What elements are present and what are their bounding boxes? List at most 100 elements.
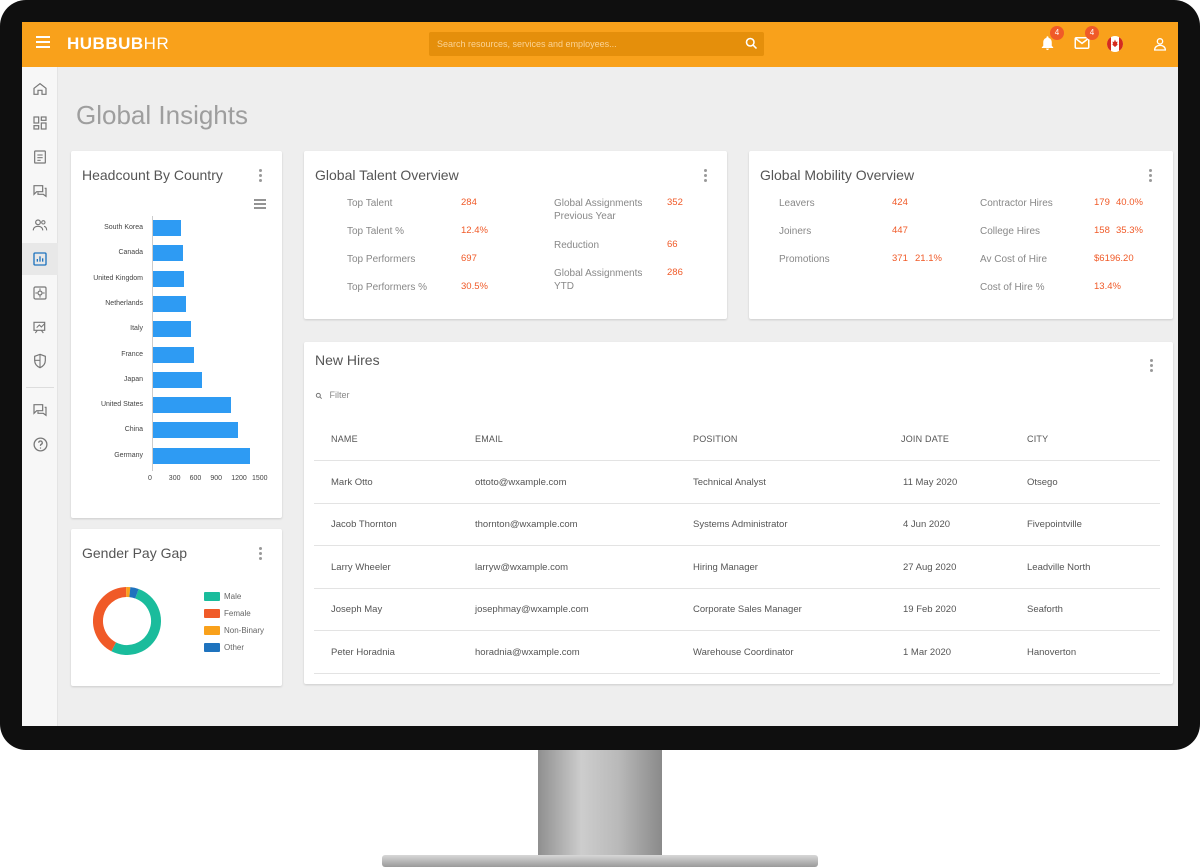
cell-position: Systems Administrator — [693, 519, 788, 530]
donut-slice-male[interactable] — [111, 589, 161, 655]
mobility-label: Promotions — [779, 254, 830, 265]
x-tick-label: 1500 — [252, 475, 268, 482]
chart-menu-icon[interactable] — [254, 199, 266, 209]
row-divider — [314, 673, 1160, 674]
bar-axis-line — [152, 216, 153, 471]
bar-united-kingdom[interactable] — [152, 270, 184, 287]
mobility-value: 13.4% — [1094, 281, 1121, 292]
talent-label: Global Assignments Previous Year — [554, 198, 643, 222]
sidebar-item-home[interactable] — [22, 75, 58, 103]
legend-item-other[interactable]: Other — [204, 643, 244, 653]
talent-label: Reduction — [554, 240, 600, 251]
bar-canada[interactable] — [152, 245, 183, 262]
filter-search-icon — [315, 392, 323, 399]
search-input[interactable] — [437, 35, 737, 53]
sidebar-item-documents[interactable] — [22, 143, 58, 171]
people-icon — [32, 219, 48, 231]
new-hires-card: New Hires Filter NAME EMAIL POSITION JOI… — [304, 342, 1173, 684]
language-selector[interactable] — [1107, 36, 1123, 57]
talent-label: Top Performers % — [347, 282, 428, 293]
talent-value: 66 — [667, 239, 678, 250]
bar-japan[interactable] — [152, 371, 202, 388]
sidebar-item-settings[interactable] — [22, 279, 58, 307]
bar-germany[interactable] — [152, 447, 251, 464]
bar-italy[interactable] — [152, 321, 191, 338]
cell-position: Corporate Sales Manager — [693, 604, 802, 615]
cell-city: Fivepointville — [1027, 519, 1082, 530]
legend-label: Non-Binary — [224, 626, 265, 635]
mobility-label: Leavers — [779, 198, 815, 209]
sidebar-item-learning[interactable] — [22, 313, 58, 341]
legend-swatch — [204, 626, 220, 636]
sidebar-divider — [26, 387, 54, 388]
column-header-city[interactable]: CITY — [1027, 434, 1049, 444]
search-icon[interactable] — [744, 36, 759, 51]
mobility-value: 424 — [892, 197, 908, 208]
sidebar-item-security[interactable] — [22, 347, 58, 375]
menu-icon[interactable] — [36, 36, 50, 48]
brand-logo[interactable]: HUBBUBHR — [67, 34, 169, 54]
mobility-more-icon[interactable] — [1149, 169, 1153, 183]
sidebar-item-help[interactable] — [22, 430, 58, 458]
cell-email: thornton@wxample.com — [475, 519, 578, 530]
cell-email: horadnia@wxample.com — [475, 647, 580, 658]
chat-icon — [33, 404, 47, 417]
talent-more-icon[interactable] — [704, 169, 708, 183]
sidebar-item-dashboard[interactable] — [22, 109, 58, 137]
bar-netherlands[interactable] — [152, 295, 186, 312]
mail-badge: 4 — [1085, 26, 1099, 40]
x-tick-label: 900 — [210, 475, 223, 482]
sidebar-item-people[interactable] — [22, 211, 58, 239]
talent-value: 284 — [461, 197, 477, 208]
filter-field[interactable]: Filter — [315, 390, 350, 400]
bar-united-states[interactable] — [152, 397, 232, 414]
bar-category-label: Canada — [118, 249, 143, 257]
learning-icon — [33, 321, 46, 334]
column-header-email[interactable]: EMAIL — [475, 434, 504, 444]
messages-button[interactable]: 4 — [1073, 26, 1099, 57]
legend-item-non-binary[interactable]: Non-Binary — [204, 626, 265, 636]
legend-item-female[interactable]: Female — [204, 609, 251, 619]
bar-china[interactable] — [152, 422, 238, 439]
bar-south-korea[interactable] — [152, 220, 182, 236]
cell-city: Hanoverton — [1027, 647, 1077, 658]
bar-category-label: United States — [100, 401, 143, 409]
headcount-more-icon[interactable] — [259, 169, 263, 183]
mobility-title: Global Mobility Overview — [760, 167, 915, 183]
row-divider — [314, 503, 1160, 504]
chart-icon — [33, 252, 47, 266]
mobility-value: 447 — [892, 225, 908, 236]
new-hires-title: New Hires — [315, 352, 380, 368]
donut-slice-other[interactable] — [129, 587, 139, 599]
bar-france[interactable] — [152, 346, 194, 363]
x-tick-label: 1200 — [231, 475, 247, 482]
cell-email: ottoto@wxample.com — [475, 477, 567, 488]
sidebar-item-insights[interactable] — [22, 243, 58, 275]
mobility-label: Cost of Hire % — [980, 282, 1045, 293]
talent-value: 30.5% — [461, 281, 488, 292]
top-bar: HUBBUBHR 4 4 — [22, 22, 1178, 67]
legend-label: Female — [224, 609, 251, 618]
legend-swatch — [204, 609, 220, 619]
user-menu-button[interactable] — [1152, 36, 1168, 57]
security-icon — [34, 353, 46, 369]
column-header-name[interactable]: NAME — [331, 434, 358, 444]
talent-title: Global Talent Overview — [315, 167, 459, 183]
column-header-join-date[interactable]: JOIN DATE — [901, 434, 950, 444]
sidebar-item-forum[interactable] — [22, 177, 58, 205]
legend-item-male[interactable]: Male — [204, 592, 241, 602]
cell-city: Leadville North — [1027, 562, 1091, 573]
mobility-label: Joiners — [779, 226, 812, 237]
column-header-position[interactable]: POSITION — [693, 434, 738, 444]
new-hires-more-icon[interactable] — [1150, 359, 1154, 373]
sidebar-item-chat[interactable] — [22, 396, 58, 424]
search-bar — [429, 32, 764, 56]
mobility-value: $6196.20 — [1094, 253, 1134, 264]
mail-icon — [1074, 37, 1090, 49]
cell-email: larryw@wxample.com — [475, 562, 569, 573]
notifications-button[interactable]: 4 — [1039, 26, 1064, 57]
pay-gap-more-icon[interactable] — [259, 547, 263, 561]
donut-slice-female[interactable] — [93, 587, 127, 652]
mobility-label: Av Cost of Hire — [980, 254, 1048, 265]
dashboard-icon — [33, 116, 47, 130]
